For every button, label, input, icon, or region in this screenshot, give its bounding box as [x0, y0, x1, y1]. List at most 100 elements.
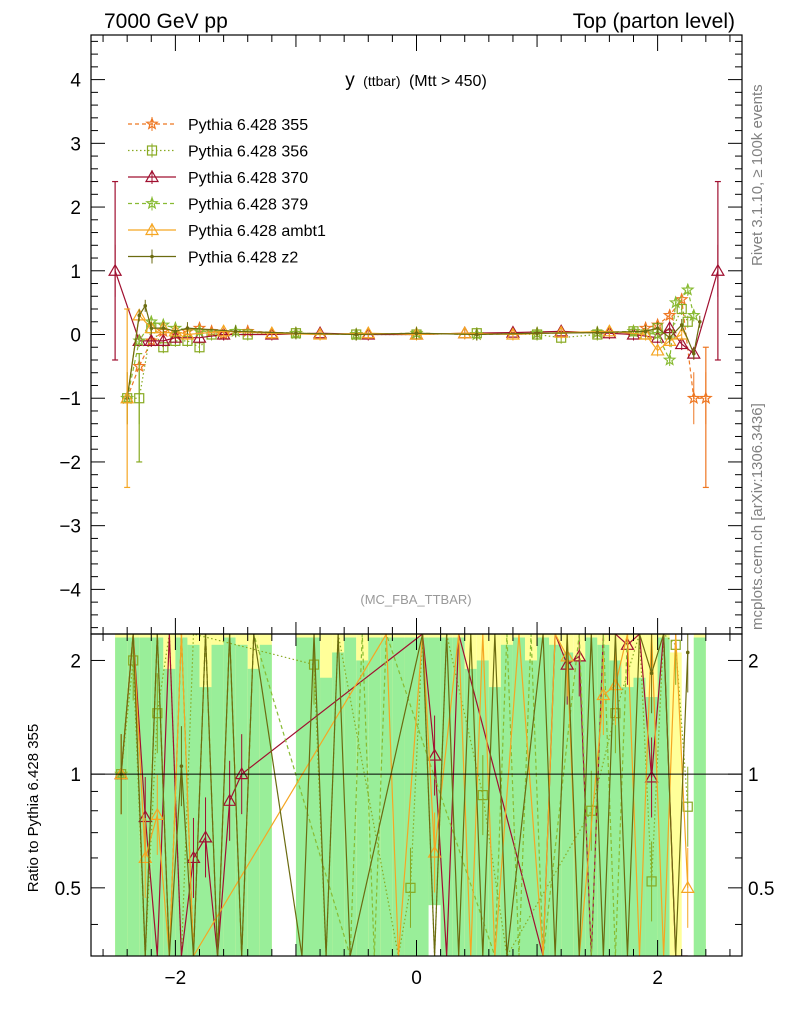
ratio-band-green — [488, 687, 501, 956]
ratio-data-point — [608, 677, 623, 691]
main-data-point — [361, 326, 376, 339]
main-y-tick-label: 1 — [70, 262, 81, 283]
main-data-point — [682, 316, 693, 327]
main-data-point — [185, 326, 190, 330]
ratio-data-point — [427, 748, 442, 761]
legend-label: Pythia 6.428 356 — [188, 144, 308, 161]
analysis-watermark: (MC_FBA_TTBAR) — [360, 592, 471, 607]
ratio-band-green — [368, 637, 381, 956]
plot-title: y (ttbar) (Mtt > 450) — [345, 70, 487, 91]
main-y-tick-label: 4 — [70, 71, 81, 92]
main-y-tick-label: 2 — [70, 198, 81, 219]
main-data-point — [233, 329, 238, 334]
x-axis-ticks: −2 0 2 — [102, 35, 731, 989]
ratio-data-point — [680, 880, 695, 893]
ratio-band-green — [645, 697, 658, 956]
header-left: 7000 GeV pp — [104, 10, 228, 33]
main-series-group — [108, 180, 725, 489]
ratio-data-point — [646, 876, 657, 887]
ratio-band-green — [320, 677, 333, 956]
ratio-data-point — [179, 764, 184, 768]
main-data-point — [137, 313, 142, 318]
main-data-point — [216, 327, 231, 340]
main-series-line — [126, 304, 701, 399]
main-data-point — [638, 327, 653, 340]
ratio-band-green — [295, 637, 308, 956]
header-right: Top (parton level) — [573, 10, 735, 33]
title-main: y — [345, 70, 355, 91]
main-data-point — [650, 343, 665, 356]
main-data-point — [674, 327, 689, 340]
ratio-data-point — [186, 850, 201, 864]
main-data-point — [457, 326, 472, 339]
main-data-point — [698, 319, 702, 324]
ratio-data-point — [308, 659, 320, 670]
main-y-tick-label: 0 — [70, 326, 81, 347]
ratio-y-tick-label-left: 1 — [70, 765, 81, 786]
ratio-band-green — [332, 652, 345, 956]
ratio-band-yellow — [669, 652, 682, 956]
main-data-point — [668, 295, 683, 309]
legend-label: Pythia 6.428 379 — [188, 197, 308, 214]
main-y-tick-label: 3 — [70, 134, 81, 155]
legend-entry: Pythia 6.428 ambt1 — [128, 222, 326, 240]
x-tick-label: 2 — [652, 968, 663, 989]
legend-label: Pythia 6.428 ambt1 — [188, 223, 326, 240]
ratio-band-green — [693, 637, 706, 956]
ratio-band-green — [525, 660, 538, 956]
ratio-series-group — [114, 634, 695, 956]
ratio-band-green — [440, 637, 453, 956]
main-data-point — [643, 329, 648, 334]
main-data-point — [686, 308, 701, 322]
main-data-point — [595, 330, 600, 335]
main-data-point — [662, 333, 677, 346]
main-data-point — [662, 352, 677, 366]
ratio-y-tick-label-left: 2 — [70, 651, 81, 672]
legend-marker-swatch — [144, 222, 160, 236]
ratio-band-green — [259, 644, 272, 956]
main-data-point — [180, 327, 195, 340]
main-data-point — [294, 331, 298, 336]
side-version-text: Rivet 3.1.10, ≥ 100k events — [749, 84, 766, 266]
ratio-band-green — [621, 687, 634, 956]
main-data-point — [144, 333, 159, 346]
ratio-data-point — [586, 805, 597, 816]
legend-marker-swatch — [150, 254, 154, 259]
legend-entry: Pythia 6.428 379 — [128, 196, 308, 214]
title-cond: (Mtt > 450) — [409, 73, 487, 90]
main-series-line — [126, 297, 706, 399]
main-data-point — [161, 326, 166, 330]
main-data-point — [156, 333, 171, 346]
main-data-point — [650, 327, 665, 341]
ratio-series-line — [120, 634, 629, 956]
legend-entry: Pythia 6.428 z2 — [128, 249, 298, 267]
x-tick-label: −2 — [165, 968, 187, 989]
ratio-data-point — [138, 850, 153, 864]
legend-entry: Pythia 6.428 356 — [128, 143, 308, 161]
main-data-point — [655, 326, 660, 330]
legend-marker-swatch — [145, 196, 159, 210]
legend-label: Pythia 6.428 z2 — [188, 250, 298, 267]
main-y-tick-label: −1 — [59, 389, 81, 410]
main-data-point — [474, 332, 479, 337]
ratio-data-point — [560, 649, 575, 662]
main-data-point — [686, 390, 701, 405]
main-data-point — [667, 335, 672, 340]
legend: Pythia 6.428 355 Pythia 6.428 356 Pythia 6… — [128, 116, 326, 267]
main-data-point — [414, 331, 419, 336]
ratio-data-point — [405, 882, 416, 893]
ratio-band-green — [392, 637, 405, 956]
ratio-y-tick-label-right: 0.5 — [748, 879, 774, 900]
main-data-point — [680, 282, 695, 296]
ratio-y-tick-label-right: 1 — [748, 765, 759, 786]
main-data-point — [554, 325, 569, 338]
ratio-band-green — [356, 660, 369, 956]
ratio-data-point — [682, 801, 693, 812]
main-data-point — [676, 303, 687, 315]
main-data-point — [602, 324, 617, 337]
main-series-line — [126, 288, 695, 399]
ratio-band-green — [537, 637, 550, 956]
ratio-data-point — [128, 655, 139, 666]
ratio-data-point — [234, 766, 249, 780]
ratio-band-green — [549, 644, 562, 956]
